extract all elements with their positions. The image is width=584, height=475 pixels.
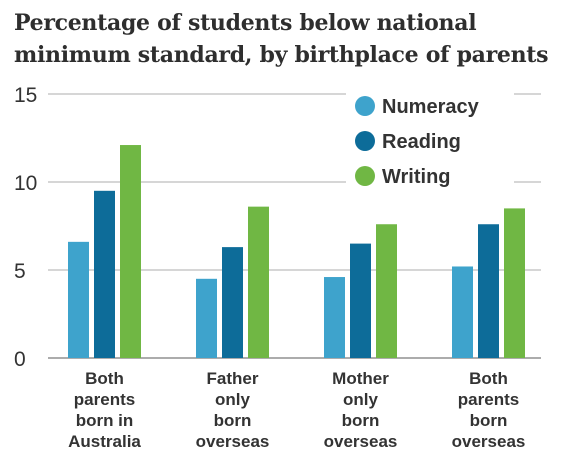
- bar-numeracy: [68, 241, 89, 358]
- x-tick-label: overseas: [452, 432, 526, 451]
- legend-swatch-writing: [355, 166, 375, 186]
- bar-numeracy: [324, 277, 345, 358]
- y-tick-label: 0: [14, 348, 26, 371]
- x-tick-label: parents: [74, 390, 135, 409]
- x-tick-label: only: [343, 390, 378, 409]
- bar-writing: [120, 145, 141, 358]
- bar-writing: [504, 208, 525, 358]
- bar-reading: [350, 243, 371, 358]
- x-tick-label: Both: [469, 369, 508, 388]
- chart-title-line-1: Percentage of students below national: [14, 10, 477, 36]
- x-tick-label: Father: [207, 369, 259, 388]
- legend-swatch-numeracy: [355, 96, 375, 116]
- bar-reading: [222, 247, 243, 358]
- bar-numeracy: [452, 266, 473, 358]
- x-tick-label: born: [470, 411, 508, 430]
- legend-swatch-reading: [355, 131, 375, 151]
- legend-label: Writing: [382, 166, 451, 188]
- x-tick-label: overseas: [324, 432, 398, 451]
- bar-reading: [478, 224, 499, 358]
- y-tick-label: 15: [14, 84, 37, 107]
- bar-writing: [248, 206, 269, 358]
- x-tick-label: born: [214, 411, 252, 430]
- y-tick-label: 5: [14, 260, 26, 283]
- x-tick-label: parents: [458, 390, 519, 409]
- x-tick-label: born: [342, 411, 380, 430]
- legend-label: Reading: [382, 131, 461, 153]
- chart-title-line-2: minimum standard, by birthplace of paren…: [14, 42, 549, 68]
- x-tick-label: only: [215, 390, 250, 409]
- bar-writing: [376, 224, 397, 358]
- x-tick-label: overseas: [196, 432, 270, 451]
- y-tick-label: 10: [14, 172, 37, 195]
- x-tick-label: Both: [85, 369, 124, 388]
- bar-numeracy: [196, 278, 217, 358]
- bar-reading: [94, 190, 115, 358]
- x-tick-label: Australia: [68, 432, 141, 451]
- x-tick-label: Mother: [332, 369, 389, 388]
- x-tick-label: born in: [76, 411, 134, 430]
- legend-label: Numeracy: [382, 96, 480, 118]
